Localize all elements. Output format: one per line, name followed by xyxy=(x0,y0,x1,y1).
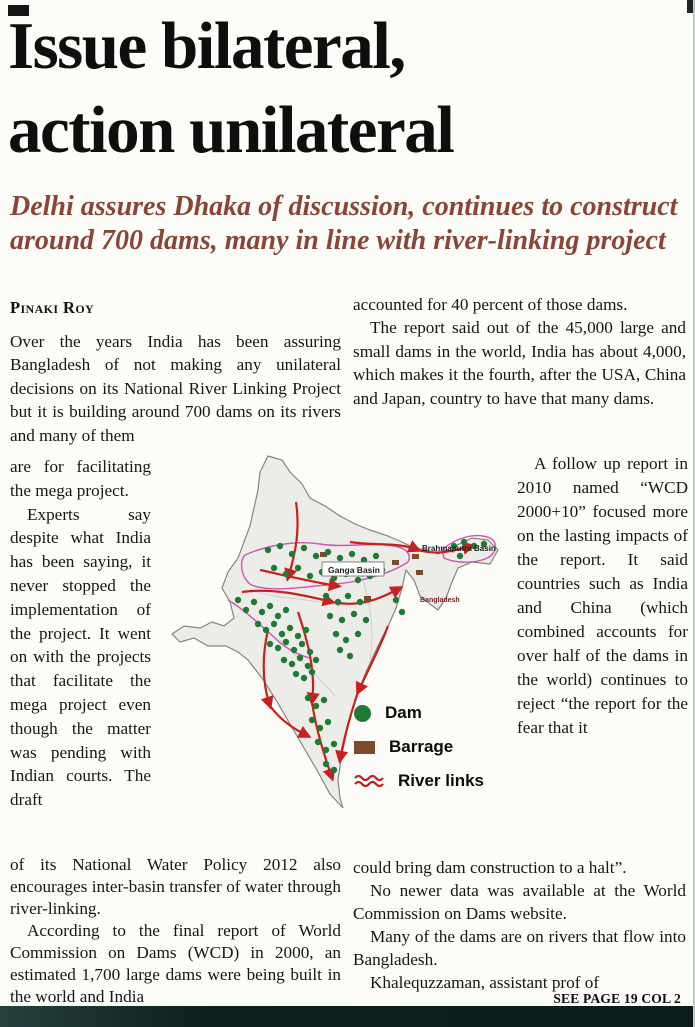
headline-line2: action unilateral xyxy=(8,93,455,167)
paragraph: Many of the dams are on rivers that flow… xyxy=(353,927,686,969)
barrage-markers xyxy=(320,552,423,601)
label-ganga-basin: Ganga Basin xyxy=(328,565,380,575)
paragraph: are for facilitating the mega project. xyxy=(10,457,151,500)
standfirst: Delhi assures Dhaka of discussion, conti… xyxy=(10,191,678,256)
paragraph: Khalequzzaman, assistant prof of xyxy=(370,973,600,992)
ganga-basin-label-box xyxy=(321,561,385,577)
right-column-top: accounted for 40 percent of those dams. … xyxy=(353,293,686,410)
page-edge-mark xyxy=(687,0,693,13)
print-crop-mark xyxy=(8,5,29,16)
right-column-narrow: A follow up report in 2010 named “WCD 20… xyxy=(517,452,688,740)
paragraph: accounted for 40 percent of those dams. xyxy=(353,295,628,314)
label-brahmaputra-basin: Brahmaputra Basin xyxy=(422,544,496,553)
legend-label: Barrage xyxy=(389,737,454,756)
paragraph: According to the final report of World C… xyxy=(10,921,341,1006)
paragraph: could bring dam construction to a halt”. xyxy=(353,858,627,877)
india-dams-map: Brahmaputra Basin Ganga Basin Bangladesh… xyxy=(150,450,506,826)
india-map-graphic: Brahmaputra Basin Ganga Basin Bangladesh xyxy=(171,455,499,809)
dam-dot-icon xyxy=(354,704,371,722)
headline: Issue bilateral, action unilateral xyxy=(8,4,455,172)
paragraph: The report said out of the 45,000 large … xyxy=(353,318,686,408)
paragraph: No newer data was available at the World… xyxy=(353,881,686,923)
dam-markers xyxy=(234,538,488,774)
barrage-square-icon xyxy=(354,740,375,754)
paragraph: Over the years India has been assuring B… xyxy=(10,332,341,445)
label-bangladesh: Bangladesh xyxy=(420,597,460,604)
paragraph: of its National Water Policy 2012 also e… xyxy=(10,855,341,918)
legend-row-dam: Dam xyxy=(354,702,484,724)
legend-row-barrage: Barrage xyxy=(354,736,484,758)
legend-row-river-links: River links xyxy=(354,770,484,792)
basin-boundary-lines xyxy=(227,534,497,659)
map-legend: Dam Barrage River links xyxy=(354,702,484,792)
left-column-top: Over the years India has been assuring B… xyxy=(10,330,341,447)
headline-line1: Issue bilateral, xyxy=(8,9,406,83)
left-column-bottom: of its National Water Policy 2012 also e… xyxy=(10,854,341,1008)
right-column-bottom: could bring dam construction to a halt”.… xyxy=(353,856,686,994)
legend-label: Dam xyxy=(385,703,422,722)
legend-label: River links xyxy=(398,771,484,790)
byline: Pinaki Roy xyxy=(10,298,95,317)
paragraph: A follow up report in 2010 named “WCD 20… xyxy=(517,454,688,737)
river-links-waves-icon xyxy=(354,774,384,788)
continuation-note: SEE PAGE 19 COL 2 xyxy=(553,991,681,1006)
paragraph: Experts say despite what India has been … xyxy=(10,504,151,810)
page-bottom-rule xyxy=(0,1006,693,1027)
river-link-arrows xyxy=(241,501,476,782)
left-column-narrow: are for facilitating the mega project. E… xyxy=(10,455,151,812)
